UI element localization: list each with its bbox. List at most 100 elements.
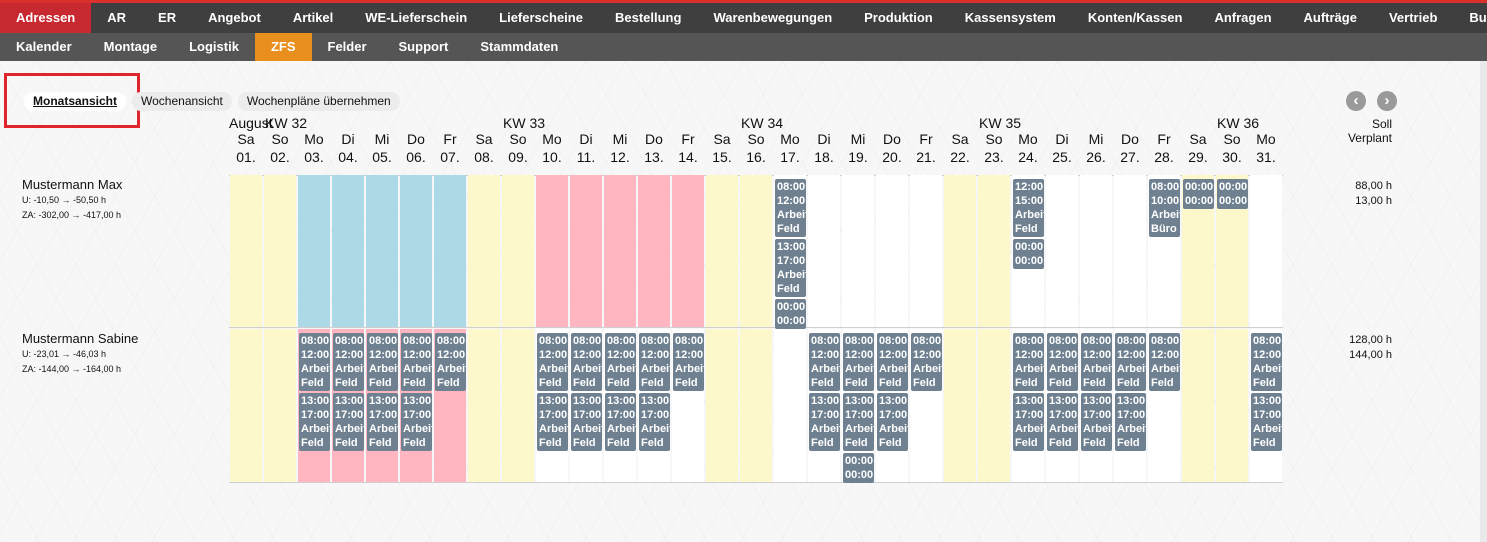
- schedule-entry[interactable]: 08:00 12:00 Arbeit Feld: [1251, 333, 1282, 391]
- view-button-1[interactable]: Wochenansicht: [132, 92, 232, 111]
- schedule-entry[interactable]: 08:00 12:00 Arbeit Feld: [1149, 333, 1180, 391]
- nav-item-vertrieb[interactable]: Vertrieb: [1388, 10, 1438, 25]
- schedule-entry[interactable]: 00:00 00:00: [843, 453, 874, 483]
- schedule-entry[interactable]: 13:00 17:00 Arbeit Feld: [367, 393, 398, 451]
- prev-month-button[interactable]: ‹: [1346, 91, 1366, 111]
- schedule-entry[interactable]: 13:00 17:00 Arbeit Feld: [775, 239, 806, 297]
- schedule-entry[interactable]: 08:00 12:00 Arbeit Feld: [605, 333, 636, 391]
- day-cell[interactable]: [706, 175, 738, 327]
- day-cell[interactable]: [1250, 175, 1282, 327]
- schedule-entry[interactable]: 13:00 17:00 Arbeit Feld: [843, 393, 874, 451]
- schedule-entry[interactable]: 13:00 17:00 Arbeit Feld: [605, 393, 636, 451]
- day-cell[interactable]: [1046, 175, 1078, 327]
- schedule-entry[interactable]: 08:00 12:00 Arbeit Feld: [639, 333, 670, 391]
- schedule-entry[interactable]: 08:00 12:00 Arbeit Feld: [1115, 333, 1146, 391]
- subnav-item-logistik[interactable]: Logistik: [189, 39, 239, 54]
- day-cell[interactable]: [604, 175, 636, 327]
- day-cell[interactable]: [468, 329, 500, 482]
- schedule-entry[interactable]: 08:00 12:00 Arbeit Feld: [809, 333, 840, 391]
- nav-item-bestellung[interactable]: Bestellung: [614, 10, 682, 25]
- nav-item-ar[interactable]: AR: [107, 10, 127, 25]
- schedule-entry[interactable]: 08:00 12:00 Arbeit Feld: [1081, 333, 1112, 391]
- next-month-button[interactable]: ›: [1377, 91, 1397, 111]
- subnav-item-felder[interactable]: Felder: [327, 39, 367, 54]
- schedule-entry[interactable]: 08:00 12:00 Arbeit Feld: [299, 333, 330, 391]
- day-cell[interactable]: [264, 329, 296, 482]
- schedule-entry[interactable]: 00:00 00:00: [1013, 239, 1044, 269]
- schedule-entry[interactable]: 08:00 12:00 Arbeit Feld: [333, 333, 364, 391]
- nav-item-anfragen[interactable]: Anfragen: [1214, 10, 1272, 25]
- person-name[interactable]: Mustermann Sabine: [22, 331, 139, 346]
- subnav-item-zfs[interactable]: ZFS: [254, 33, 312, 61]
- nav-item-kassensystem[interactable]: Kassensystem: [964, 10, 1056, 25]
- subnav-item-stammdaten[interactable]: Stammdaten: [480, 39, 559, 54]
- day-cell[interactable]: [706, 329, 738, 482]
- nav-item-buchhaltung[interactable]: Buchhaltung: [1469, 10, 1487, 25]
- day-cell[interactable]: [774, 329, 806, 482]
- schedule-entry[interactable]: 08:00 12:00 Arbeit Feld: [843, 333, 874, 391]
- day-cell[interactable]: [400, 175, 432, 327]
- subnav-item-kalender[interactable]: Kalender: [16, 39, 72, 54]
- schedule-entry[interactable]: 08:00 12:00 Arbeit Feld: [877, 333, 908, 391]
- day-cell[interactable]: [502, 329, 534, 482]
- schedule-entry[interactable]: 13:00 17:00 Arbeit Feld: [639, 393, 670, 451]
- day-cell[interactable]: [264, 175, 296, 327]
- subnav-item-montage[interactable]: Montage: [103, 39, 158, 54]
- schedule-entry[interactable]: 13:00 17:00 Arbeit Feld: [333, 393, 364, 451]
- day-cell[interactable]: [536, 175, 568, 327]
- person-name[interactable]: Mustermann Max: [22, 177, 123, 192]
- schedule-entry[interactable]: 13:00 17:00 Arbeit Feld: [571, 393, 602, 451]
- day-cell[interactable]: [978, 175, 1010, 327]
- day-cell[interactable]: [740, 329, 772, 482]
- day-cell[interactable]: [298, 175, 330, 327]
- day-cell[interactable]: [434, 175, 466, 327]
- day-cell[interactable]: [1182, 329, 1214, 482]
- schedule-entry[interactable]: 08:00 10:00 Arbeit Büro: [1149, 179, 1180, 237]
- schedule-entry[interactable]: 00:00 00:00: [1217, 179, 1248, 209]
- schedule-entry[interactable]: 08:00 12:00 Arbeit Feld: [435, 333, 466, 391]
- nav-item-angebot[interactable]: Angebot: [208, 10, 261, 25]
- day-cell[interactable]: [910, 175, 942, 327]
- day-cell[interactable]: [638, 175, 670, 327]
- schedule-entry[interactable]: 08:00 12:00 Arbeit Feld: [1013, 333, 1044, 391]
- schedule-entry[interactable]: 13:00 17:00 Arbeit Feld: [537, 393, 568, 451]
- schedule-entry[interactable]: 13:00 17:00 Arbeit Feld: [877, 393, 908, 451]
- day-cell[interactable]: [1114, 175, 1146, 327]
- schedule-entry[interactable]: 13:00 17:00 Arbeit Feld: [401, 393, 432, 451]
- vertical-scrollbar[interactable]: [1480, 61, 1487, 542]
- schedule-entry[interactable]: 13:00 17:00 Arbeit Feld: [1115, 393, 1146, 451]
- schedule-entry[interactable]: 00:00 00:00: [775, 299, 806, 329]
- schedule-entry[interactable]: 00:00 00:00: [1183, 179, 1214, 209]
- nav-item-we-lieferschein[interactable]: WE-Lieferschein: [365, 10, 468, 25]
- day-cell[interactable]: [740, 175, 772, 327]
- day-cell[interactable]: [230, 175, 262, 327]
- day-cell[interactable]: [842, 175, 874, 327]
- day-cell[interactable]: [978, 329, 1010, 482]
- day-cell[interactable]: [468, 175, 500, 327]
- schedule-entry[interactable]: 08:00 12:00 Arbeit Feld: [1047, 333, 1078, 391]
- schedule-entry[interactable]: 13:00 17:00 Arbeit Feld: [299, 393, 330, 451]
- nav-item-produktion[interactable]: Produktion: [864, 10, 933, 25]
- nav-item-warenbewegungen[interactable]: Warenbewegungen: [713, 10, 833, 25]
- schedule-entry[interactable]: 13:00 17:00 Arbeit Feld: [1251, 393, 1282, 451]
- schedule-entry[interactable]: 08:00 12:00 Arbeit Feld: [673, 333, 704, 391]
- schedule-entry[interactable]: 13:00 17:00 Arbeit Feld: [1081, 393, 1112, 451]
- schedule-entry[interactable]: 08:00 12:00 Arbeit Feld: [537, 333, 568, 391]
- view-button-0[interactable]: Monatsansicht: [24, 92, 127, 111]
- nav-item-artikel[interactable]: Artikel: [292, 10, 334, 25]
- schedule-entry[interactable]: 08:00 12:00 Arbeit Feld: [367, 333, 398, 391]
- day-cell[interactable]: [366, 175, 398, 327]
- subnav-item-support[interactable]: Support: [398, 39, 449, 54]
- nav-item-er[interactable]: ER: [158, 10, 177, 25]
- schedule-entry[interactable]: 13:00 17:00 Arbeit Feld: [1047, 393, 1078, 451]
- schedule-entry[interactable]: 08:00 12:00 Arbeit Feld: [401, 333, 432, 391]
- day-cell[interactable]: [944, 329, 976, 482]
- nav-item-lieferscheine[interactable]: Lieferscheine: [499, 10, 583, 25]
- schedule-entry[interactable]: 12:00 15:00 Arbeit Feld: [1013, 179, 1044, 237]
- nav-item-adressen[interactable]: Adressen: [0, 3, 92, 33]
- day-cell[interactable]: [808, 175, 840, 327]
- day-cell[interactable]: [1080, 175, 1112, 327]
- day-cell[interactable]: [672, 175, 704, 327]
- schedule-entry[interactable]: 08:00 12:00 Arbeit Feld: [911, 333, 942, 391]
- schedule-entry[interactable]: 13:00 17:00 Arbeit Feld: [1013, 393, 1044, 451]
